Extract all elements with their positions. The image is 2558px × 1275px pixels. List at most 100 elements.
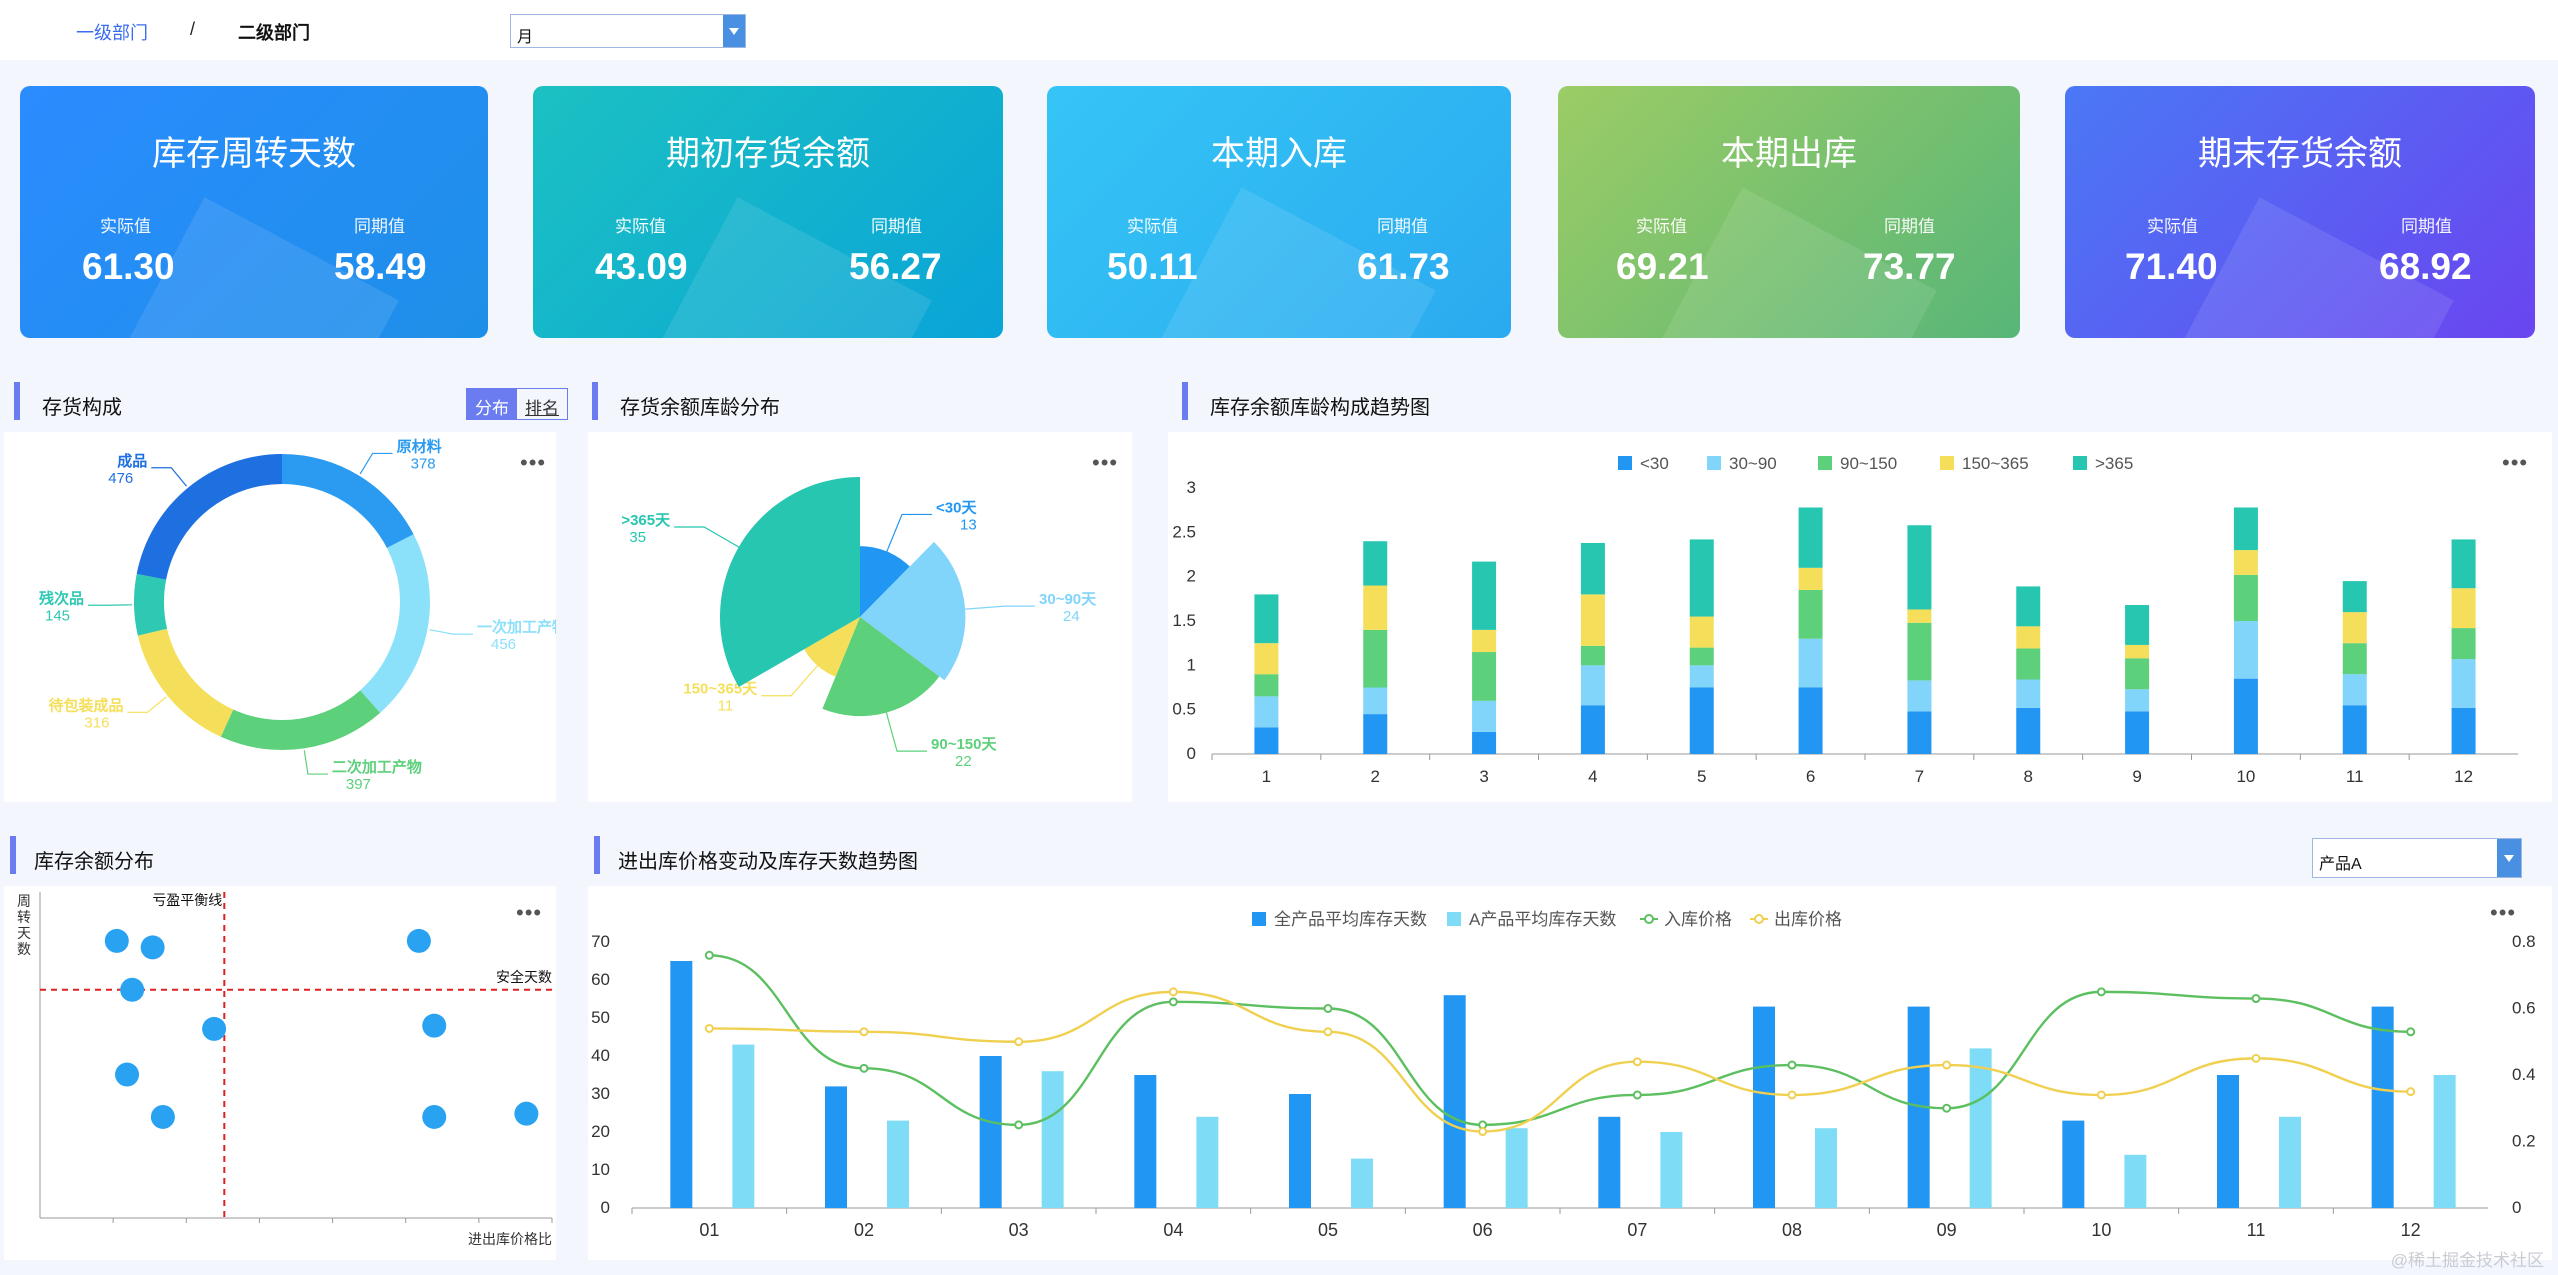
stacked-bar-segment <box>1580 645 1605 666</box>
stacked-bar-segment <box>1689 616 1714 648</box>
stacked-bar-segment <box>1689 665 1714 688</box>
y-tick-label: 50 <box>591 1008 610 1027</box>
kpi-card-period-outbound: 本期出库 实际值 69.21 同期值 73.77 <box>1558 86 2020 338</box>
label-leader-line <box>127 696 167 713</box>
kpi-prior-label: 同期值 <box>871 217 922 236</box>
more-options-icon[interactable]: ••• <box>2502 450 2529 475</box>
x-tick-label: 03 <box>1009 1220 1029 1240</box>
donut-slice <box>136 454 282 580</box>
slice-name-label: 一次加工产物 <box>477 618 556 636</box>
breadcrumb-level-1[interactable]: 一级部门 <box>76 23 148 43</box>
bar <box>1196 1116 1219 1208</box>
stacked-bar-segment <box>2125 689 2150 712</box>
x-tick-label: 01 <box>699 1220 719 1240</box>
slice-value-label: 145 <box>45 607 70 624</box>
bar <box>1598 1116 1621 1208</box>
stacked-bar-segment <box>2016 626 2041 649</box>
stacked-bar-segment <box>2451 707 2476 754</box>
rose-slice <box>822 617 940 717</box>
scatter-point <box>150 1104 175 1129</box>
x-tick-label: 4 <box>1588 767 1597 786</box>
stacked-bar-segment <box>2016 707 2041 754</box>
y-tick-label: 70 <box>591 932 610 951</box>
section-accent <box>592 382 598 420</box>
line-point <box>1323 1004 1333 1013</box>
line-point <box>1942 1060 1952 1070</box>
stacked-bar-segment <box>1472 700 1497 732</box>
price-panel: ••• 0 10 20 30 40 50 60 70 0 0.2 0.4 0.6 0.8 01 02 03 04… <box>588 886 2552 1260</box>
legend-swatch <box>1644 914 1654 924</box>
y-tick-label: 10 <box>591 1160 610 1179</box>
stacked-bar-segment <box>1363 714 1388 754</box>
stacked-bar-segment <box>2342 643 2367 675</box>
stacked-bar-segment <box>1580 594 1605 646</box>
period-select-button[interactable] <box>723 15 745 47</box>
product-select-button[interactable] <box>2497 839 2521 877</box>
bar <box>1505 1128 1528 1208</box>
product-select-value: 产品A <box>2319 856 2362 873</box>
x-tick-label: 7 <box>1915 767 1924 786</box>
label-leader-line <box>674 526 740 548</box>
rose-slice <box>804 617 860 677</box>
period-select[interactable]: 月 <box>510 14 746 48</box>
stacked-bar-segment <box>1254 727 1279 754</box>
slice-value-label: 316 <box>84 714 109 731</box>
bar <box>1969 1048 1992 1208</box>
bar <box>2062 1120 2085 1208</box>
kpi-actual-value: 71.40 <box>2125 246 2218 287</box>
x-tick-label: 9 <box>2132 767 2141 786</box>
stacked-bar-segment <box>2342 612 2367 644</box>
stacked-bar-segment <box>2233 621 2258 679</box>
x-tick-label: 11 <box>2247 1220 2266 1240</box>
bar <box>2217 1075 2239 1208</box>
scatter-point <box>115 1062 140 1087</box>
tab-distribution[interactable]: 分布 <box>467 389 517 419</box>
rose-slice <box>860 546 910 617</box>
legend-swatch <box>1447 912 1461 926</box>
y-tick-label: 40 <box>591 1046 610 1065</box>
bar <box>2433 1075 2456 1208</box>
x-tick-label: 3 <box>1479 767 1488 786</box>
stacked-bar-segment <box>1254 643 1279 675</box>
product-select[interactable]: 产品A <box>2312 838 2522 878</box>
safety-days-label: 安全天数 <box>496 969 552 985</box>
tab-ranking[interactable]: 排名 <box>525 399 559 418</box>
kpi-prior-label: 同期值 <box>1884 217 1935 236</box>
kpi-title: 期末存货余额 <box>2198 135 2402 173</box>
x-tick-label: 12 <box>2454 767 2473 786</box>
kpi-actual-label: 实际值 <box>1127 217 1178 236</box>
kpi-actual-value: 61.30 <box>82 246 175 287</box>
kpi-card-opening-balance: 期初存货余额 实际值 43.09 同期值 56.27 <box>533 86 1003 338</box>
x-tick-label: 6 <box>1806 767 1815 786</box>
stacked-bar-segment <box>1907 609 1932 623</box>
y-tick-label: 60 <box>591 970 610 989</box>
label-leader-line <box>885 712 928 752</box>
more-options-icon[interactable]: ••• <box>520 450 547 475</box>
more-options-icon[interactable]: ••• <box>1092 450 1119 475</box>
more-options-icon[interactable]: ••• <box>2490 900 2517 925</box>
stacked-bar-segment <box>1363 687 1388 715</box>
y2-tick-label: 0.4 <box>2512 1065 2536 1084</box>
line-point <box>1787 1090 1797 1100</box>
kpi-prior-value: 58.49 <box>334 246 427 287</box>
stacked-bar-segment <box>1472 652 1497 701</box>
kpi-actual-label: 实际值 <box>2147 217 2198 236</box>
section-title: 库存余额库龄构成趋势图 <box>1210 395 1430 419</box>
breadcrumb-level-2[interactable]: 二级部门 <box>238 23 310 43</box>
stacked-bar-segment <box>1254 674 1279 697</box>
more-options-icon[interactable]: ••• <box>516 900 543 925</box>
line-point <box>2406 1087 2416 1097</box>
rose-slice <box>720 477 860 687</box>
section-accent <box>594 836 600 874</box>
y-axis-label-char: 天 <box>17 925 31 941</box>
y2-tick-label: 0.6 <box>2512 999 2536 1018</box>
line-point <box>1632 1090 1642 1100</box>
line-point <box>859 1027 869 1037</box>
line-point <box>704 950 714 960</box>
line-point <box>2251 994 2261 1004</box>
x-tick-label: 10 <box>2236 767 2255 786</box>
legend-label: 30~90 <box>1729 454 1777 473</box>
x-tick-label: 10 <box>2091 1220 2111 1240</box>
